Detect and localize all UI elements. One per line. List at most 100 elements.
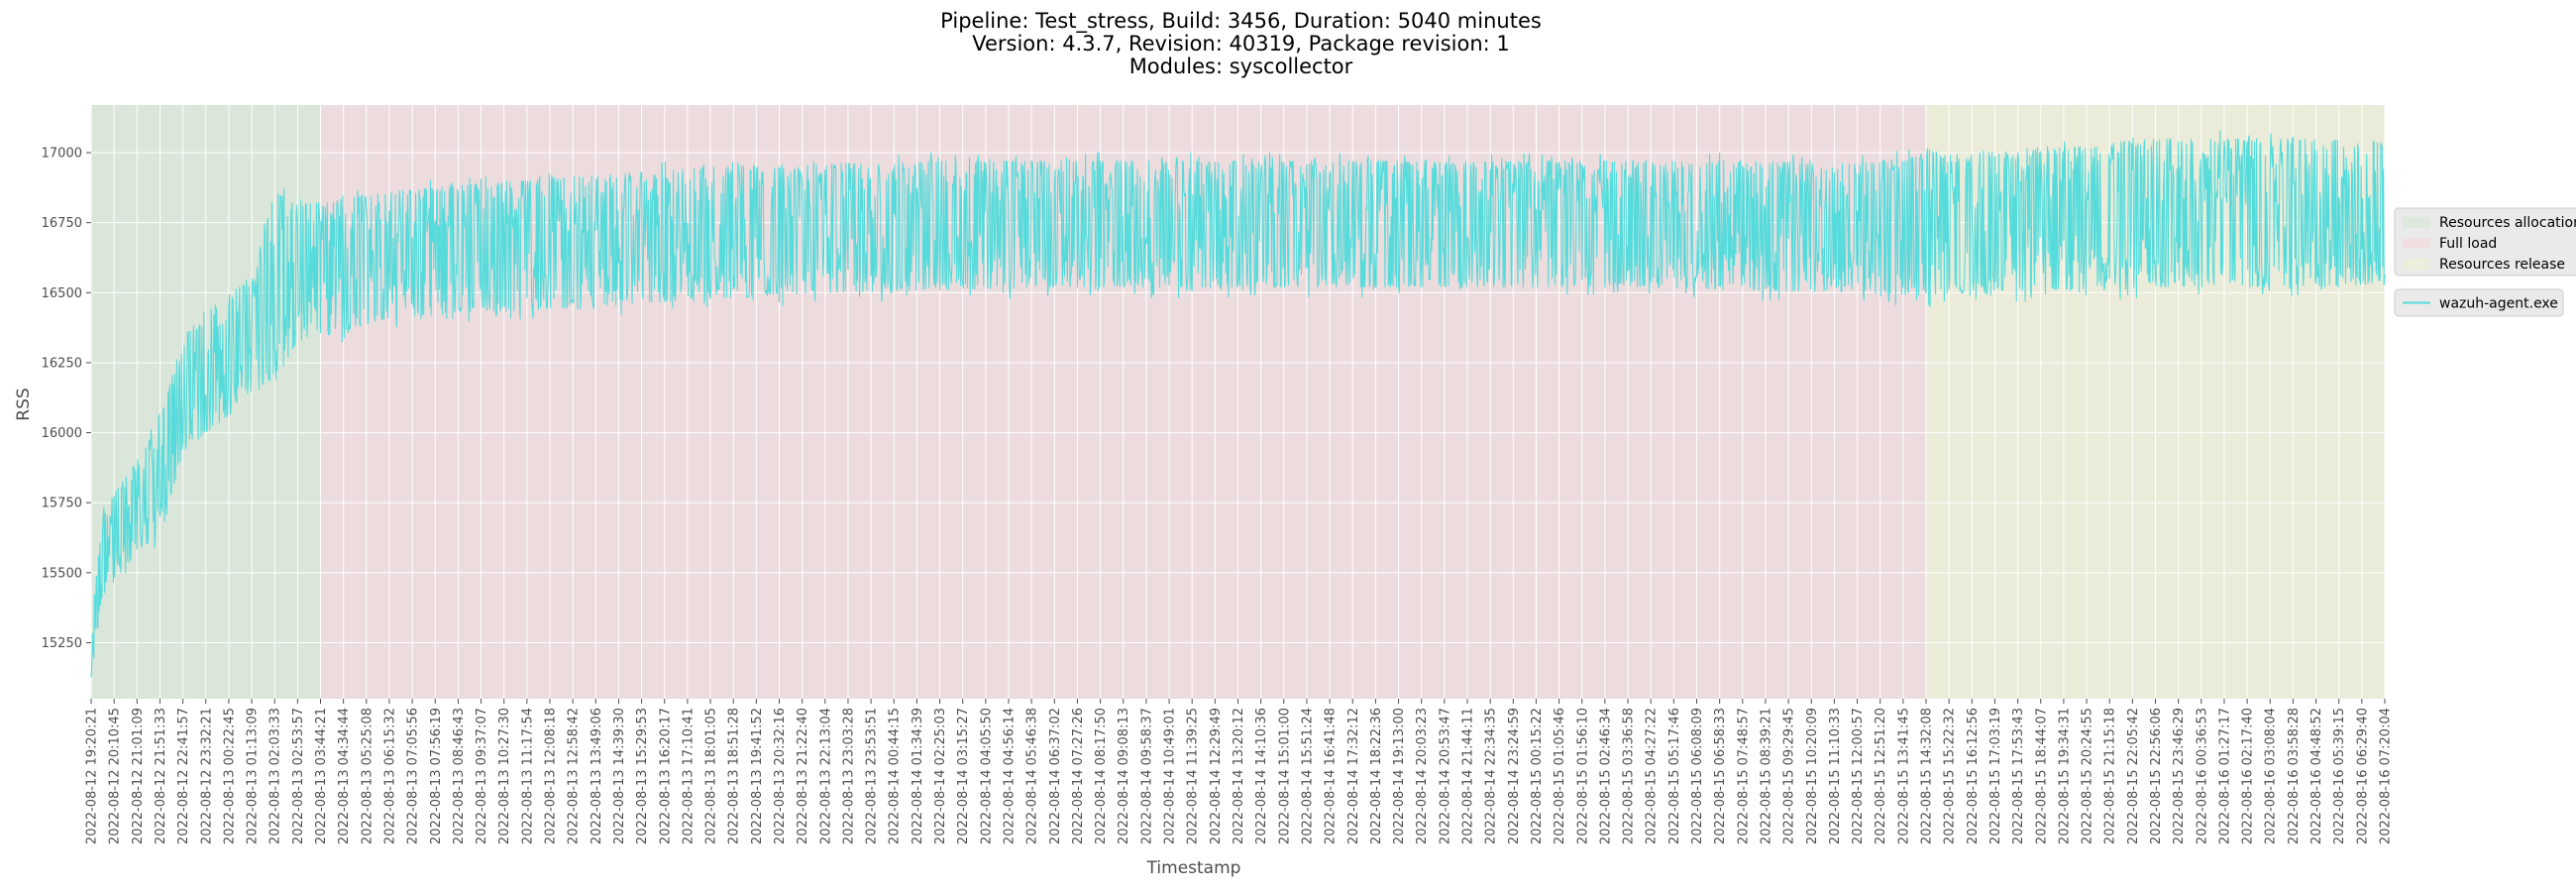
x-tick-label: 2022-08-14 14:10:36 bbox=[1254, 708, 1269, 844]
x-tick-label: 2022-08-15 05:17:46 bbox=[1667, 708, 1682, 844]
phase-legend-label: Full load bbox=[2439, 236, 2497, 252]
x-tick-label: 2022-08-12 21:51:33 bbox=[154, 708, 168, 844]
x-tick-label: 2022-08-13 05:25:08 bbox=[360, 708, 375, 844]
x-tick-label: 2022-08-13 07:56:19 bbox=[429, 708, 444, 844]
x-tick-label: 2022-08-12 22:41:57 bbox=[176, 708, 191, 844]
x-tick-label: 2022-08-16 00:36:53 bbox=[2195, 708, 2209, 844]
x-tick-label: 2022-08-14 11:39:25 bbox=[1186, 708, 1201, 844]
x-tick-label: 2022-08-13 21:22:40 bbox=[796, 708, 810, 844]
x-tick-label: 2022-08-13 01:13:09 bbox=[246, 708, 261, 844]
y-axis-label: RSS bbox=[14, 388, 34, 420]
x-tick-label: 2022-08-15 02:46:34 bbox=[1598, 708, 1613, 844]
x-tick-label: 2022-08-13 08:46:43 bbox=[452, 708, 467, 844]
x-tick-label: 2022-08-12 23:32:21 bbox=[199, 708, 214, 844]
x-tick-label: 2022-08-13 23:03:28 bbox=[841, 708, 856, 844]
x-tick-label: 2022-08-15 07:48:57 bbox=[1736, 708, 1751, 844]
x-tick-label: 2022-08-15 15:22:32 bbox=[1943, 708, 1958, 844]
x-tick-label: 2022-08-12 19:20:21 bbox=[85, 708, 100, 844]
x-tick-label: 2022-08-14 04:56:14 bbox=[1002, 708, 1017, 844]
x-tick-label: 2022-08-16 04:48:52 bbox=[2309, 708, 2324, 844]
y-tick-label: 16500 bbox=[42, 286, 82, 301]
y-tick-label: 15500 bbox=[42, 566, 82, 581]
x-tick-label: 2022-08-14 06:37:02 bbox=[1048, 708, 1063, 844]
y-axis-ticks: 15250 15500 15750 16000 16250 16500 16750 17000 bbox=[42, 147, 91, 651]
chart-title-line-2: Version: 4.3.7, Revision: 40319, Package… bbox=[972, 32, 1510, 56]
x-axis-ticks: 2022-08-12 19:20:21 2022-08-12 20:10:45 20… bbox=[85, 699, 2394, 844]
x-axis-label: Timestamp bbox=[1146, 858, 1241, 878]
chart-title-line-3: Modules: syscollector bbox=[1128, 55, 1353, 78]
x-tick-label: 2022-08-16 06:29:40 bbox=[2355, 708, 2370, 844]
phase-legend-swatch bbox=[2403, 217, 2430, 228]
y-tick-label: 16750 bbox=[42, 216, 82, 231]
x-tick-label: 2022-08-15 20:24:55 bbox=[2081, 708, 2095, 844]
x-tick-label: 2022-08-15 12:00:57 bbox=[1851, 708, 1866, 844]
x-tick-label: 2022-08-13 12:58:42 bbox=[567, 708, 582, 844]
phase-legend-label: Resources release bbox=[2439, 257, 2565, 273]
x-tick-label: 2022-08-13 18:51:28 bbox=[727, 708, 742, 844]
x-tick-label: 2022-08-14 01:34:39 bbox=[911, 708, 925, 844]
x-tick-label: 2022-08-15 06:58:33 bbox=[1713, 708, 1728, 844]
x-tick-label: 2022-08-14 03:15:27 bbox=[956, 708, 971, 844]
phase-legend: Resources allocation Full load Resources r… bbox=[2394, 207, 2576, 277]
x-tick-label: 2022-08-14 19:13:00 bbox=[1392, 708, 1407, 844]
x-tick-label: 2022-08-15 23:46:29 bbox=[2172, 708, 2187, 844]
x-tick-label: 2022-08-13 14:39:30 bbox=[612, 708, 627, 844]
x-tick-label: 2022-08-16 05:39:15 bbox=[2332, 708, 2347, 844]
x-tick-label: 2022-08-14 00:44:15 bbox=[888, 708, 903, 844]
x-tick-label: 2022-08-12 21:01:09 bbox=[131, 708, 146, 844]
x-tick-label: 2022-08-14 20:53:47 bbox=[1438, 708, 1452, 844]
x-tick-label: 2022-08-14 10:49:01 bbox=[1163, 708, 1178, 844]
x-tick-label: 2022-08-14 22:34:35 bbox=[1484, 708, 1499, 844]
series-line bbox=[90, 130, 2386, 678]
x-tick-label: 2022-08-13 20:32:16 bbox=[773, 708, 788, 844]
y-tick-label: 16000 bbox=[42, 426, 82, 441]
x-tick-label: 2022-08-13 18:01:05 bbox=[704, 708, 719, 844]
x-tick-label: 2022-08-13 13:49:06 bbox=[590, 708, 604, 844]
series-legend-box bbox=[2394, 288, 2564, 317]
x-tick-label: 2022-08-14 12:29:49 bbox=[1209, 708, 1224, 844]
x-tick-label: 2022-08-14 15:01:00 bbox=[1277, 708, 1292, 844]
y-tick-label: 16250 bbox=[42, 356, 82, 371]
x-tick-label: 2022-08-14 18:22:36 bbox=[1369, 708, 1384, 844]
x-tick-label: 2022-08-16 01:27:17 bbox=[2217, 708, 2232, 844]
x-tick-label: 2022-08-13 22:13:04 bbox=[818, 708, 833, 844]
x-tick-label: 2022-08-14 23:24:59 bbox=[1507, 708, 1522, 844]
x-tick-label: 2022-08-15 16:12:56 bbox=[1966, 708, 1981, 844]
x-tick-label: 2022-08-13 15:29:53 bbox=[635, 708, 650, 844]
series-legend: wazuh-agent.exe bbox=[2394, 288, 2564, 317]
x-tick-label: 2022-08-15 06:08:09 bbox=[1690, 708, 1705, 844]
x-tick-label: 2022-08-12 20:10:45 bbox=[108, 708, 123, 844]
x-tick-label: 2022-08-15 01:05:46 bbox=[1553, 708, 1567, 844]
y-tick-label: 15250 bbox=[42, 636, 82, 651]
x-tick-label: 2022-08-14 09:08:13 bbox=[1117, 708, 1131, 844]
x-tick-label: 2022-08-14 04:05:50 bbox=[979, 708, 994, 844]
x-tick-label: 2022-08-15 19:34:31 bbox=[2057, 708, 2072, 844]
x-tick-label: 2022-08-13 19:41:52 bbox=[750, 708, 765, 844]
phase-legend-box bbox=[2394, 207, 2576, 277]
x-tick-label: 2022-08-15 11:10:33 bbox=[1828, 708, 1843, 844]
x-tick-label: 2022-08-15 22:56:06 bbox=[2149, 708, 2164, 844]
x-tick-label: 2022-08-15 00:15:22 bbox=[1530, 708, 1545, 844]
x-tick-label: 2022-08-13 17:10:41 bbox=[681, 708, 696, 844]
y-tick-label: 17000 bbox=[42, 147, 82, 162]
x-tick-label: 2022-08-13 23:53:51 bbox=[865, 708, 880, 844]
x-tick-label: 2022-08-13 02:03:33 bbox=[268, 708, 283, 844]
x-tick-label: 2022-08-15 10:20:09 bbox=[1805, 708, 1820, 844]
x-tick-label: 2022-08-15 01:56:10 bbox=[1575, 708, 1590, 844]
x-tick-label: 2022-08-14 07:27:26 bbox=[1071, 708, 1086, 844]
x-tick-label: 2022-08-15 22:05:42 bbox=[2126, 708, 2141, 844]
x-tick-label: 2022-08-14 15:51:24 bbox=[1300, 708, 1315, 844]
x-tick-label: 2022-08-15 21:15:18 bbox=[2103, 708, 2118, 844]
x-tick-label: 2022-08-16 02:17:40 bbox=[2241, 708, 2256, 844]
x-tick-label: 2022-08-15 13:41:45 bbox=[1896, 708, 1911, 844]
x-tick-label: 2022-08-15 09:29:45 bbox=[1782, 708, 1797, 844]
x-tick-label: 2022-08-14 21:44:11 bbox=[1461, 708, 1476, 844]
x-tick-label: 2022-08-14 05:46:38 bbox=[1025, 708, 1040, 844]
x-tick-label: 2022-08-14 20:03:23 bbox=[1415, 708, 1430, 844]
phase-legend-label: Resources allocation bbox=[2439, 215, 2576, 231]
x-tick-label: 2022-08-14 09:58:37 bbox=[1139, 708, 1154, 844]
x-tick-label: 2022-08-14 02:25:03 bbox=[933, 708, 948, 844]
x-tick-label: 2022-08-14 16:41:48 bbox=[1324, 708, 1339, 844]
x-tick-label: 2022-08-15 08:39:21 bbox=[1759, 708, 1773, 844]
